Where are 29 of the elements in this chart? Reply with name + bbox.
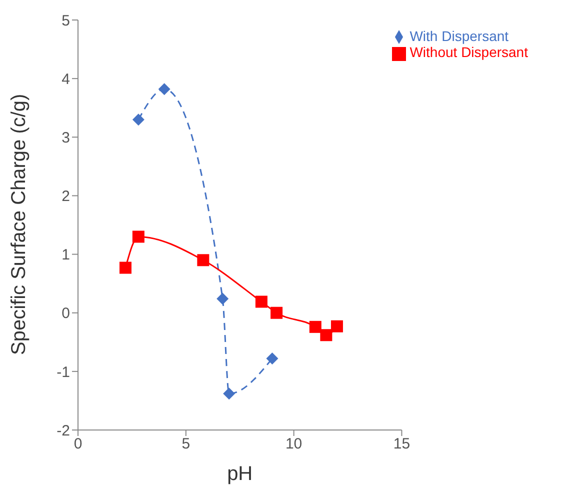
x-tick-label: 0 — [74, 436, 82, 453]
point — [309, 320, 322, 333]
point — [320, 329, 332, 342]
y-axis-title: Specific Surface Charge (c/g) — [8, 94, 30, 355]
y-tick-label: 2 — [62, 188, 70, 206]
point — [132, 230, 144, 243]
legend-label: Without Dispersant — [410, 44, 528, 60]
point — [158, 83, 170, 96]
point — [255, 296, 268, 308]
point — [197, 254, 210, 266]
x-axis-title: pH — [227, 463, 253, 485]
y-tick-label: 1 — [62, 246, 70, 264]
point — [270, 306, 283, 319]
point — [330, 320, 343, 332]
y-tick-label: 5 — [62, 12, 70, 30]
point — [223, 388, 236, 400]
y-tick-label: -2 — [56, 422, 70, 440]
x-tick-label: 10 — [285, 436, 302, 453]
x-tick-label: 15 — [393, 436, 410, 453]
y-tick-label: 3 — [62, 129, 70, 146]
legend-label: With Dispersant — [410, 28, 509, 44]
y-tick-label: 4 — [62, 70, 70, 88]
point — [119, 262, 132, 274]
y-tick-label: -1 — [56, 364, 70, 381]
y-tick-label: 0 — [62, 305, 70, 322]
point — [216, 292, 229, 305]
x-tick-label: 5 — [182, 436, 190, 453]
point — [266, 352, 278, 365]
point — [132, 114, 144, 126]
